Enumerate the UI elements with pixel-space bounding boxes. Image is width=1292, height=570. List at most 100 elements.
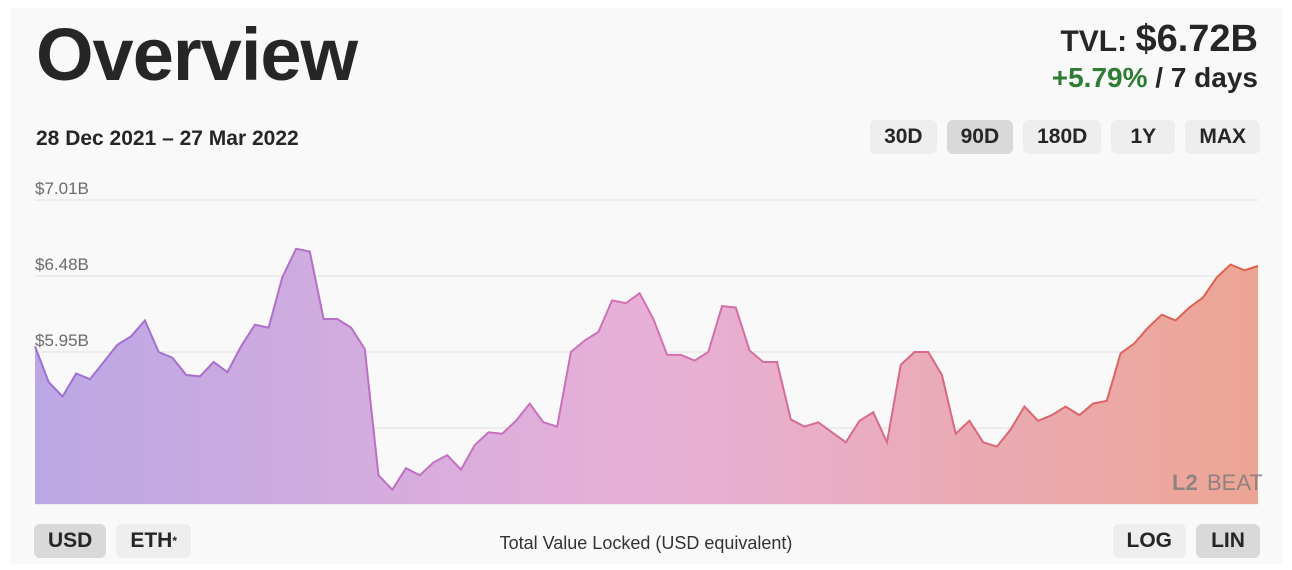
data-point xyxy=(1105,399,1109,403)
data-point xyxy=(706,350,710,354)
l2beat-logo-num: L2 xyxy=(1172,470,1198,495)
data-point xyxy=(459,468,463,472)
data-point xyxy=(390,488,394,492)
data-point xyxy=(1119,351,1123,355)
data-point xyxy=(253,323,257,327)
data-point xyxy=(280,275,284,279)
range-selector: 30D 90D 180D 1Y MAX xyxy=(870,120,1260,154)
data-point xyxy=(1036,419,1040,423)
data-point xyxy=(789,417,793,421)
data-point xyxy=(638,291,642,295)
data-point xyxy=(1160,313,1164,317)
data-point xyxy=(198,374,202,378)
data-point xyxy=(1064,405,1068,409)
data-point xyxy=(555,425,559,429)
data-point xyxy=(212,360,216,364)
data-point xyxy=(981,440,985,444)
tvl-label: TVL: xyxy=(1060,25,1128,58)
data-point xyxy=(1215,275,1219,279)
data-point xyxy=(651,317,655,321)
data-point xyxy=(569,350,573,354)
data-point xyxy=(1091,402,1095,406)
data-point xyxy=(720,304,724,308)
range-button-max[interactable]: MAX xyxy=(1185,120,1260,154)
data-point xyxy=(47,380,51,384)
range-button-90d[interactable]: 90D xyxy=(946,120,1014,154)
data-point xyxy=(761,360,765,364)
tvl-line xyxy=(34,247,1259,492)
data-point xyxy=(871,410,875,414)
data-point xyxy=(1229,263,1233,267)
data-point xyxy=(583,339,587,343)
data-point xyxy=(74,372,78,376)
date-range: 28 Dec 2021 – 27 Mar 2022 xyxy=(36,127,299,150)
data-point xyxy=(500,432,504,436)
data-point xyxy=(1201,296,1205,300)
data-point xyxy=(926,350,930,354)
data-point xyxy=(445,453,449,457)
data-point xyxy=(33,344,37,348)
data-point xyxy=(487,430,491,434)
data-point xyxy=(349,326,353,330)
data-point xyxy=(170,356,174,360)
currency-button-eth[interactable]: ETH * xyxy=(116,524,192,558)
data-point xyxy=(528,402,532,406)
data-point xyxy=(665,353,669,357)
data-point xyxy=(954,432,958,436)
page-title: Overview xyxy=(36,13,358,96)
data-point xyxy=(88,377,92,381)
data-point xyxy=(404,466,408,470)
data-point xyxy=(803,425,807,429)
data-point xyxy=(363,347,367,351)
data-point xyxy=(129,334,133,338)
l2beat-logo: L2 BEAT xyxy=(1172,470,1263,495)
data-point xyxy=(748,349,752,353)
data-point xyxy=(1146,326,1150,330)
data-point xyxy=(184,373,188,377)
data-point xyxy=(1187,306,1191,310)
data-point xyxy=(225,370,229,374)
data-point xyxy=(143,319,147,323)
data-point xyxy=(940,373,944,377)
data-point xyxy=(377,473,381,477)
tvl-area xyxy=(35,248,1258,504)
data-point xyxy=(239,344,243,348)
data-point xyxy=(734,306,738,310)
data-point xyxy=(899,363,903,367)
data-point xyxy=(1009,427,1013,431)
tvl-value: $6.72B xyxy=(1135,18,1258,60)
data-point xyxy=(693,359,697,363)
data-point xyxy=(294,247,298,251)
data-point xyxy=(335,317,339,321)
data-point xyxy=(610,298,614,302)
data-point xyxy=(308,250,312,254)
y-tick-label: $5.95B xyxy=(35,331,89,350)
data-point xyxy=(885,440,889,444)
data-point xyxy=(514,419,518,423)
currency-button-usd[interactable]: USD xyxy=(34,524,107,558)
data-point xyxy=(1132,341,1136,345)
scale-selector: LOG LIN xyxy=(1112,524,1260,558)
data-point xyxy=(1022,405,1026,409)
range-button-30d[interactable]: 30D xyxy=(870,120,937,154)
data-point xyxy=(775,360,779,364)
scale-button-lin[interactable]: LIN xyxy=(1196,524,1260,558)
data-point xyxy=(418,473,422,477)
data-point xyxy=(157,350,161,354)
data-point xyxy=(913,350,917,354)
data-point xyxy=(115,343,119,347)
data-point xyxy=(830,430,834,434)
data-point xyxy=(1174,319,1178,323)
scale-button-log[interactable]: LOG xyxy=(1112,524,1186,558)
data-point xyxy=(816,420,820,424)
range-button-180d[interactable]: 180D xyxy=(1023,120,1102,154)
data-point xyxy=(473,443,477,447)
currency-button-eth-label: ETH xyxy=(130,529,173,552)
tvl-change: +5.79% xyxy=(1051,62,1148,93)
data-point xyxy=(967,419,971,423)
eth-footnote-mark: * xyxy=(172,534,178,548)
range-button-1y[interactable]: 1Y xyxy=(1111,120,1176,154)
tvl-summary: TVL: $6.72B +5.79% / 7 days xyxy=(1052,20,1258,92)
tvl-value-line: TVL: $6.72B xyxy=(1052,20,1258,58)
